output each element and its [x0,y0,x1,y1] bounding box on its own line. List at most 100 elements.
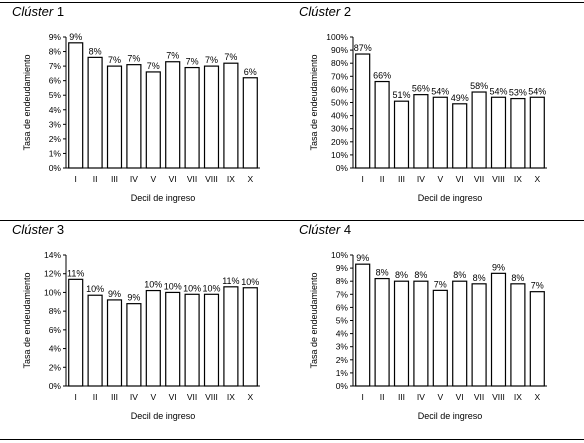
y-axis-title: Tasa de endeudamiento [309,54,319,150]
bottom-rule [0,439,584,440]
y-axis-title: Tasa de endeudamiento [22,54,32,150]
x-tick-label: VI [456,392,464,402]
bar [165,291,181,387]
data-label: 11% [222,276,239,286]
data-label: 56% [412,84,430,94]
y-tick-label: 2% [49,362,62,372]
x-tick-label: III [111,392,118,402]
bar [355,53,371,169]
y-tick-label: 0% [336,163,349,173]
y-tick-label: 30% [331,124,348,134]
y-tick-label: 40% [331,111,348,121]
data-label: 10% [86,284,104,294]
chart-panel-cluster-1: Clúster 1 0% 1% 2% 3% 4% 5% 6% 7% 8% 9% 9% I 8% II 7% I… [0,3,292,221]
y-tick-label: 12% [44,269,61,279]
x-tick-label: VI [456,174,464,184]
bar [432,289,448,387]
x-tick-label: V [150,174,156,184]
chart-title: Clúster 2 [299,4,351,19]
data-label: 53% [509,88,527,98]
x-tick-label: IV [417,392,425,402]
y-tick-label: 10% [44,287,61,297]
data-label: 7% [127,54,140,64]
y-tick-label: 14% [44,250,61,260]
x-tick-label: V [437,174,443,184]
y-tick-label: 20% [331,137,348,147]
chart-svg: 0% 1% 2% 3% 4% 5% 6% 7% 8% 9% 10% 9% I 8% II 8% III 8% IV 7… [309,250,547,421]
bar [452,103,468,169]
bar [471,91,487,169]
data-label: 6% [244,67,257,77]
y-tick-label: 7% [49,61,62,71]
y-tick-label: 10% [331,150,348,160]
x-tick-label: I [75,174,77,184]
x-tick-label: IV [130,392,138,402]
bar [490,272,507,387]
data-label: 66% [373,71,391,81]
bar [242,77,258,169]
x-tick-label: IV [417,174,425,184]
data-label: 8% [89,46,102,56]
x-tick-label: I [75,392,77,402]
y-tick-label: 4% [49,105,62,115]
y-tick-label: 6% [336,302,349,312]
x-tick-label: III [398,392,405,402]
data-label: 49% [451,93,469,103]
data-label: 10% [164,281,182,291]
x-tick-label: IX [227,392,235,402]
data-label: 10% [241,277,259,287]
data-label: 7% [531,281,544,291]
bar [242,287,258,387]
bar [413,280,429,387]
data-label: 54% [528,86,546,96]
x-tick-label: X [534,174,540,184]
x-axis-title: Decil de ingreso [131,193,196,203]
data-label: 51% [392,90,410,100]
x-axis-title: Decil de ingreso [131,411,196,421]
bar [223,286,239,387]
chart-svg: 0% 2% 4% 6% 8% 10% 12% 14% 11% I 10% II 9% III 9% IV 10%… [22,250,260,421]
data-label: 9% [356,253,369,263]
data-label: 11% [67,268,84,278]
x-tick-label: IX [514,392,522,402]
y-tick-label: 10% [331,250,348,260]
x-tick-label: IV [130,174,138,184]
y-tick-label: 90% [331,45,348,55]
bar [203,65,220,169]
data-label: 9% [69,32,82,42]
data-label: 8% [511,273,524,283]
x-tick-label: VII [187,174,197,184]
y-tick-label: 4% [336,329,349,339]
bar [510,97,526,169]
chart-title-label: Clúster [12,4,54,19]
x-tick-label: VII [474,392,484,402]
chart-svg: 0% 10% 20% 30% 40% 50% 60% 70% 80% 90% 100% 87% I 66%… [309,32,547,203]
data-label: 58% [470,81,488,91]
bar [165,61,181,169]
y-tick-label: 0% [49,163,62,173]
y-tick-label: 9% [336,263,349,273]
bar [126,64,142,169]
x-tick-label: II [380,174,385,184]
y-tick-label: 7% [336,289,349,299]
top-rule [0,2,584,3]
x-tick-label: IX [514,174,522,184]
data-label: 9% [492,262,505,272]
y-axis-title: Tasa de endeudamiento [309,272,319,368]
data-label: 54% [489,86,507,96]
data-label: 8% [376,268,389,278]
y-axis-title: Tasa de endeudamiento [22,272,32,368]
bar [393,100,410,169]
bar [223,62,239,169]
x-tick-label: X [247,392,253,402]
y-tick-label: 0% [49,381,62,391]
data-label: 7% [224,52,237,62]
bar [510,283,526,387]
bar [452,280,468,387]
bar [529,96,545,169]
y-tick-label: 1% [49,148,62,158]
y-tick-label: 1% [336,368,349,378]
chart-panel-cluster-4: Clúster 4 0% 1% 2% 3% 4% 5% 6% 7% 8% 9% 10% 9% I 8% II… [287,221,579,439]
chart-title: Clúster 1 [12,4,64,19]
y-tick-label: 6% [49,76,62,86]
